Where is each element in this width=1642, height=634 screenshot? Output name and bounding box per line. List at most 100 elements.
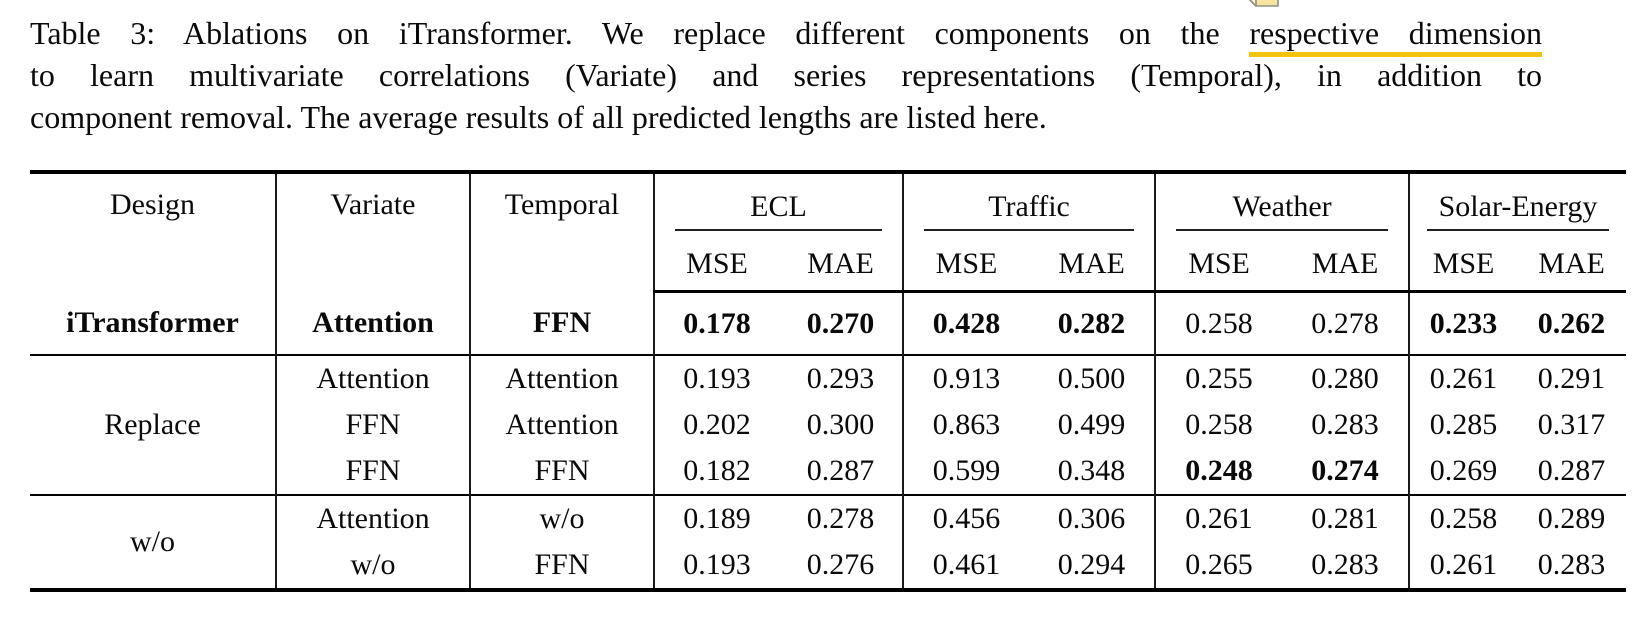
metric-value-cell: 0.178	[653, 291, 779, 355]
dataset-group-header-weather: Weather	[1154, 172, 1410, 238]
temporal-cell: FFN	[469, 291, 654, 355]
metric-value-cell: 0.261	[1408, 542, 1518, 590]
metric-value-cell: 0.189	[653, 494, 779, 542]
variate-cell: FFN	[275, 448, 470, 495]
table-row: w/o FFN 0.193 0.276 0.461 0.294 0.265 0.283 0.26…	[30, 542, 1626, 590]
metric-value-cell: 0.293	[779, 354, 904, 402]
metric-value-cell: 0.269	[1408, 448, 1518, 495]
variate-cell: Attention	[275, 494, 470, 542]
temporal-column-header: Temporal	[469, 172, 654, 292]
metric-value-cell: 0.287	[1537, 454, 1606, 487]
dataset-group-header-solar-energy: Solar-Energy	[1408, 172, 1627, 238]
metric-value-cell: 0.599	[902, 448, 1030, 495]
metric-value-cell: 0.283	[1537, 548, 1606, 581]
metric-value-cell: 0.283	[1311, 408, 1379, 441]
design-cell: Replace	[30, 354, 276, 495]
metric-header-mse: MSE	[653, 238, 779, 293]
metric-value-cell: 0.193	[653, 542, 779, 590]
metric-value-cell: 0.276	[806, 548, 875, 581]
metric-value-cell: 0.317	[1537, 408, 1606, 441]
metric-value-cell: 0.262	[1537, 306, 1606, 340]
variate-cell: w/o	[275, 542, 470, 590]
metric-header-mse: MSE	[902, 238, 1030, 293]
metric-value-cell: 0.258	[1154, 402, 1283, 448]
dataset-label: ECL	[750, 189, 807, 223]
metric-value-cell: 0.258	[1408, 494, 1518, 542]
table-caption: Table 3: Ablations on iTransformer. We r…	[30, 0, 1543, 138]
metric-header-mse: MSE	[1154, 238, 1283, 293]
metric-value-cell: 0.499	[1057, 408, 1126, 441]
metric-value-cell: 0.289	[1517, 494, 1627, 542]
metric-value-cell: 0.283	[1311, 548, 1379, 581]
metric-value-cell: 0.287	[806, 454, 875, 487]
caption-line-1: Table 3: Ablations on iTransformer. We r…	[30, 0, 1543, 57]
metric-value-cell: 0.261	[1154, 494, 1283, 542]
metric-value-cell: 0.278	[779, 494, 904, 542]
caption-line-3: component removal. The average results o…	[30, 99, 1047, 135]
sticky-note-icon[interactable]	[1241, 0, 1281, 9]
table-body: iTransformer Attention FFN 0.178 0.270 0.428 0…	[30, 291, 1627, 590]
table-row: FFN FFN 0.182 0.287 0.599 0.348 0.248 0.274 0.26…	[30, 448, 1626, 495]
temporal-cell: Attention	[469, 354, 654, 402]
table-row: w/o Attention w/o 0.189 0.278 0.456 0.306 0.261…	[30, 494, 1627, 590]
metric-value-cell: 0.461	[902, 542, 1030, 590]
metric-value-cell: 0.202	[653, 402, 779, 448]
metric-value-cell: 0.274	[1311, 454, 1379, 487]
table-row: iTransformer Attention FFN 0.178 0.270 0.428 0…	[30, 291, 1626, 355]
variate-column-header: Variate	[275, 172, 470, 292]
dataset-label: Traffic	[988, 189, 1070, 223]
metric-value-cell: 0.265	[1154, 542, 1283, 590]
group-underline-rule	[924, 228, 1135, 231]
design-column-header: Design	[110, 188, 195, 221]
metric-value-cell: 0.306	[1029, 494, 1156, 542]
metric-value-cell: 0.261	[1408, 354, 1518, 402]
metric-value-cell: 0.282	[1057, 306, 1126, 340]
highlighted-text: respective dimension	[1249, 15, 1543, 51]
variate-cell: Attention	[275, 291, 470, 355]
metric-value-cell: 0.456	[902, 494, 1030, 542]
annotated-phrase: respective dimension	[1249, 0, 1543, 57]
caption-text-prefix: Table 3: Ablations on iTransformer. We r…	[30, 15, 1220, 51]
metric-value-cell: 0.233	[1408, 291, 1518, 355]
metric-header-mae: MAE	[1282, 238, 1410, 293]
metric-value-cell: 0.913	[902, 354, 1030, 402]
metric-value-cell: 0.270	[806, 306, 875, 340]
metric-header-mae: MAE	[1029, 238, 1156, 293]
table-row: FFN Attention 0.202 0.300 0.863 0.499 0.258 0.2…	[30, 402, 1626, 448]
temporal-cell: w/o	[469, 494, 654, 542]
design-cell: iTransformer	[66, 305, 239, 339]
metric-value-cell: 0.248	[1154, 448, 1283, 495]
header-row-metrics: MSE MAE MSE MAE MSE MAE MSE MAE	[30, 238, 1627, 293]
metric-value-cell: 0.348	[1057, 454, 1126, 487]
temporal-cell: FFN	[469, 542, 654, 590]
table-row: Replace Attention Attention 0.193 0.293 0.913…	[30, 354, 1627, 495]
metric-value-cell: 0.278	[1311, 306, 1379, 340]
group-underline-rule	[674, 228, 883, 231]
dataset-group-header-traffic: Traffic	[902, 172, 1156, 238]
metric-header-mse: MSE	[1408, 238, 1518, 293]
ablation-results-table: Design Variate Temporal ECL Traffic Weat…	[30, 170, 1627, 592]
metric-value-cell: 0.182	[653, 448, 779, 495]
metric-value-cell: 0.285	[1408, 402, 1518, 448]
metric-value-cell: 0.428	[902, 291, 1030, 355]
dataset-group-header-ecl: ECL	[652, 172, 904, 238]
dataset-label: Weather	[1232, 189, 1332, 223]
results-table-container: Design Variate Temporal ECL Traffic Weat…	[30, 170, 1627, 592]
metric-value-cell: 0.255	[1154, 354, 1283, 402]
group-underline-rule	[1427, 228, 1609, 231]
metric-value-cell: 0.500	[1029, 354, 1156, 402]
metric-value-cell: 0.294	[1057, 548, 1126, 581]
caption-line-2: to learn multivariate correlations (Vari…	[30, 57, 1542, 93]
metric-value-cell: 0.258	[1154, 291, 1283, 355]
metric-header-mae: MAE	[779, 238, 904, 293]
design-cell: w/o	[30, 494, 276, 590]
metric-value-cell: 0.291	[1517, 354, 1627, 402]
variate-cell: FFN	[275, 402, 470, 448]
dataset-label: Solar-Energy	[1438, 189, 1598, 223]
metric-value-cell: 0.300	[806, 408, 875, 441]
metric-value-cell: 0.280	[1282, 354, 1410, 402]
metric-value-cell: 0.863	[902, 402, 1030, 448]
metric-header-mae: MAE	[1517, 238, 1627, 293]
temporal-cell: Attention	[469, 402, 654, 448]
